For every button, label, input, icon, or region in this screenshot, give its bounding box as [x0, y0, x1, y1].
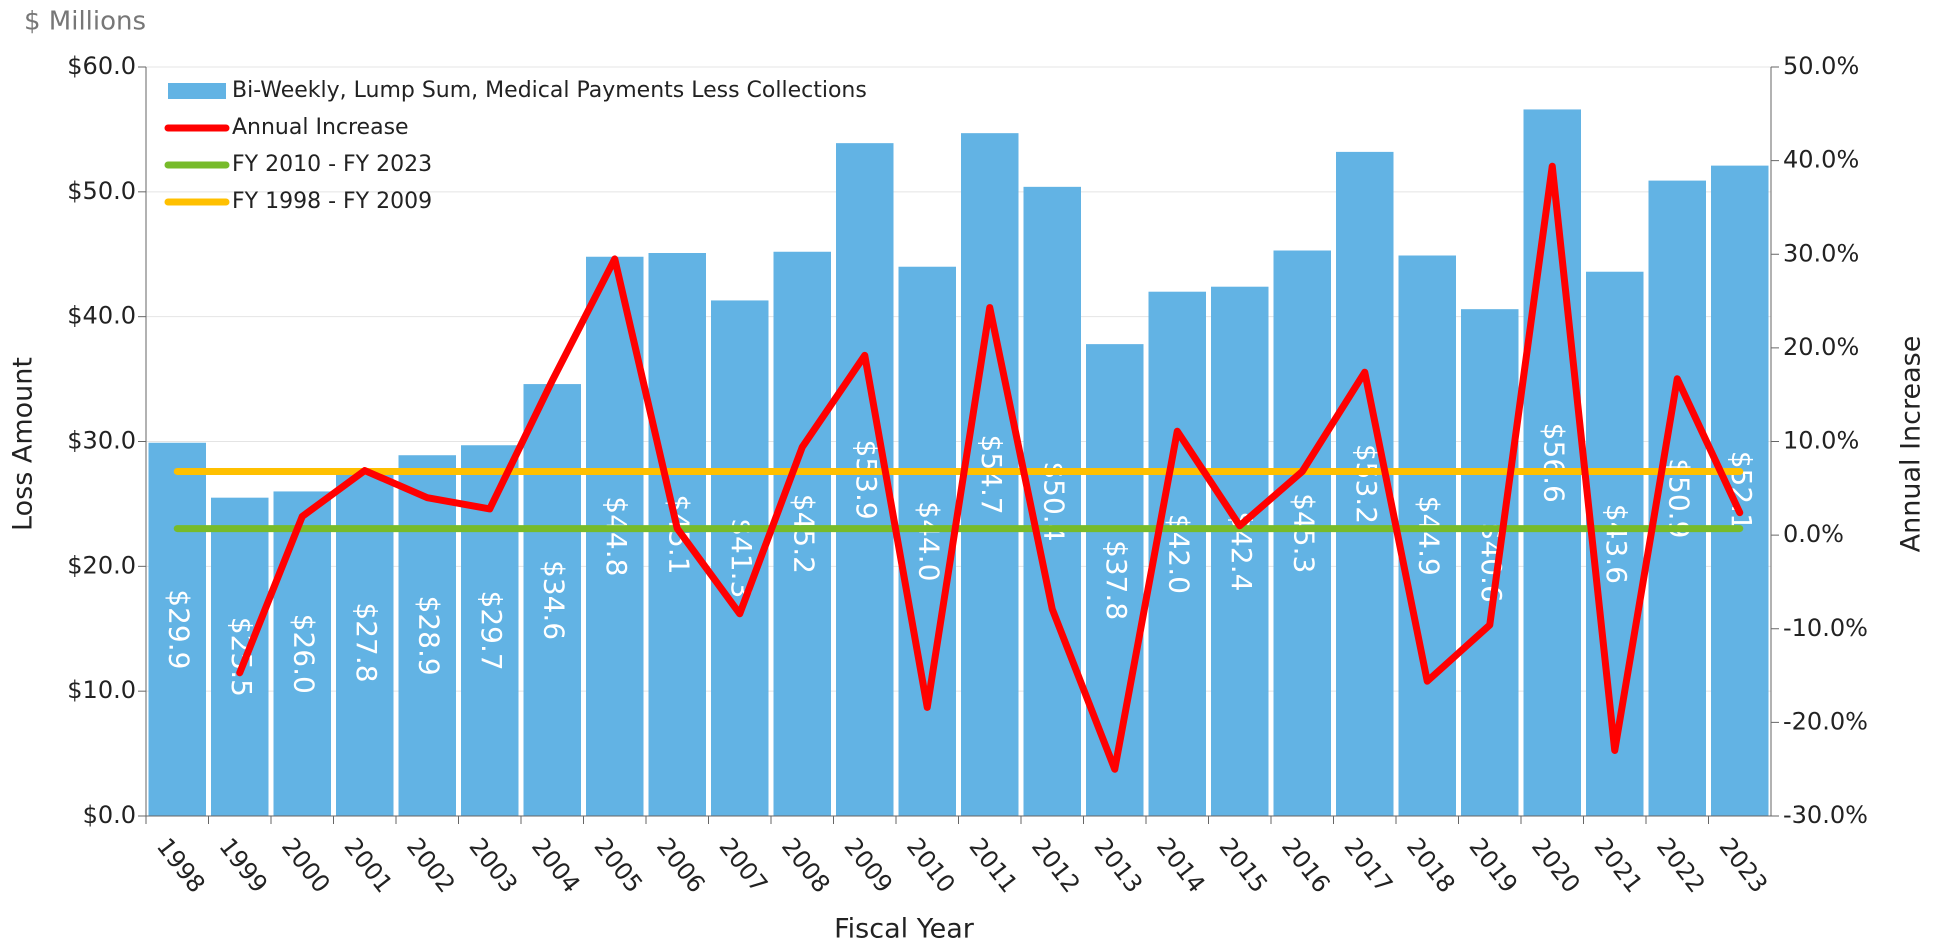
x-tick-label: 2011	[964, 833, 1024, 898]
y-tick-label: $0.0	[83, 801, 136, 829]
x-tick-label: 2021	[1589, 833, 1649, 898]
y-tick-label: $20.0	[67, 551, 136, 579]
x-tick-label: 2019	[1464, 833, 1524, 898]
value-label: $26.0	[287, 614, 320, 694]
x-tick-label: 2022	[1651, 833, 1711, 898]
y-tick-label: $50.0	[67, 177, 136, 205]
legend: Bi-Weekly, Lump Sum, Medical Payments Le…	[164, 78, 867, 214]
unit-label: $ Millions	[24, 7, 146, 37]
y2-tick-label: 40.0%	[1783, 146, 1859, 174]
y2-tick-label: 10.0%	[1783, 427, 1859, 455]
y-tick-label: $60.0	[67, 52, 136, 80]
legend-label: Annual Increase	[232, 115, 409, 140]
legend-label: FY 1998 - FY 2009	[232, 189, 432, 214]
value-label: $29.9	[162, 589, 195, 669]
x-tick-label: 2023	[1714, 833, 1774, 898]
value-label: $53.2	[1350, 444, 1383, 524]
bar	[1523, 109, 1581, 816]
value-label: $44.9	[1412, 496, 1445, 576]
y2-axis-title: Annual Increase	[1896, 336, 1927, 553]
y2-tick-label: 50.0%	[1783, 52, 1859, 80]
value-label: $27.8	[350, 602, 383, 682]
value-label: $28.9	[412, 596, 445, 676]
value-label: $37.8	[1100, 540, 1133, 620]
x-tick-label: 2007	[714, 833, 774, 898]
bar	[1461, 309, 1519, 816]
value-label: $34.6	[537, 560, 570, 640]
bar	[1398, 255, 1456, 816]
y-axis-title: Loss Amount	[8, 357, 39, 531]
value-label: $53.9	[850, 439, 883, 519]
bar	[898, 266, 956, 816]
value-label: $45.3	[1287, 493, 1320, 573]
x-tick-label: 2012	[1026, 833, 1086, 898]
value-label: $29.7	[475, 591, 508, 671]
legend-swatch	[168, 83, 226, 99]
bar	[1273, 250, 1331, 816]
bar	[773, 251, 831, 817]
x-tick-label: 2015	[1214, 833, 1274, 898]
y2-tick-label: -30.0%	[1783, 801, 1868, 829]
bar	[648, 253, 706, 817]
bar	[398, 455, 456, 816]
y2-tick-label: 30.0%	[1783, 239, 1859, 267]
x-tick-label: 2002	[401, 833, 461, 898]
bar	[148, 442, 206, 816]
bar	[1711, 165, 1769, 816]
x-tick-label: 2010	[901, 833, 961, 898]
value-label: $43.6	[1600, 504, 1633, 584]
x-tick-label: 2006	[651, 833, 711, 898]
bar	[273, 491, 331, 816]
value-label: $25.5	[225, 617, 258, 697]
x-tick-label: 2005	[589, 833, 649, 898]
x-tick-label: 2018	[1401, 833, 1461, 898]
line	[236, 162, 1744, 773]
x-tick-label: 2003	[464, 833, 524, 898]
value-label: $44.0	[912, 501, 945, 581]
bar	[1086, 344, 1144, 816]
value-label: $44.8	[600, 496, 633, 576]
y2-tick-label: -20.0%	[1783, 707, 1868, 735]
bar	[1211, 286, 1269, 816]
y2-tick-label: 20.0%	[1783, 333, 1859, 361]
x-axis-title: Fiscal Year	[834, 914, 975, 945]
y-tick-label: $10.0	[67, 676, 136, 704]
x-tick-label: 1998	[151, 833, 211, 898]
x-tick-label: 1999	[214, 833, 274, 898]
bar	[211, 497, 269, 816]
x-tick-label: 2004	[526, 833, 586, 898]
value-label: $56.6	[1537, 423, 1570, 503]
y-tick-label: $40.0	[67, 302, 136, 330]
y-tick-label: $30.0	[67, 427, 136, 455]
value-label: $45.2	[787, 494, 820, 574]
legend-label: FY 2010 - FY 2023	[232, 152, 432, 177]
bar	[523, 384, 581, 816]
y2-tick-label: 0.0%	[1783, 520, 1844, 548]
x-tick-label: 2016	[1276, 833, 1336, 898]
x-tick-label: 2008	[776, 833, 836, 898]
x-tick-label: 2000	[276, 833, 336, 898]
x-tick-label: 2001	[339, 833, 399, 898]
legend-label: Bi-Weekly, Lump Sum, Medical Payments Le…	[232, 78, 867, 103]
x-tick-label: 2009	[839, 833, 899, 898]
x-tick-label: 2013	[1089, 833, 1149, 898]
y2-tick-label: -10.0%	[1783, 614, 1868, 642]
x-tick-label: 2020	[1526, 833, 1586, 898]
x-tick-label: 2017	[1339, 833, 1399, 898]
x-tick-label: 2014	[1151, 833, 1211, 898]
